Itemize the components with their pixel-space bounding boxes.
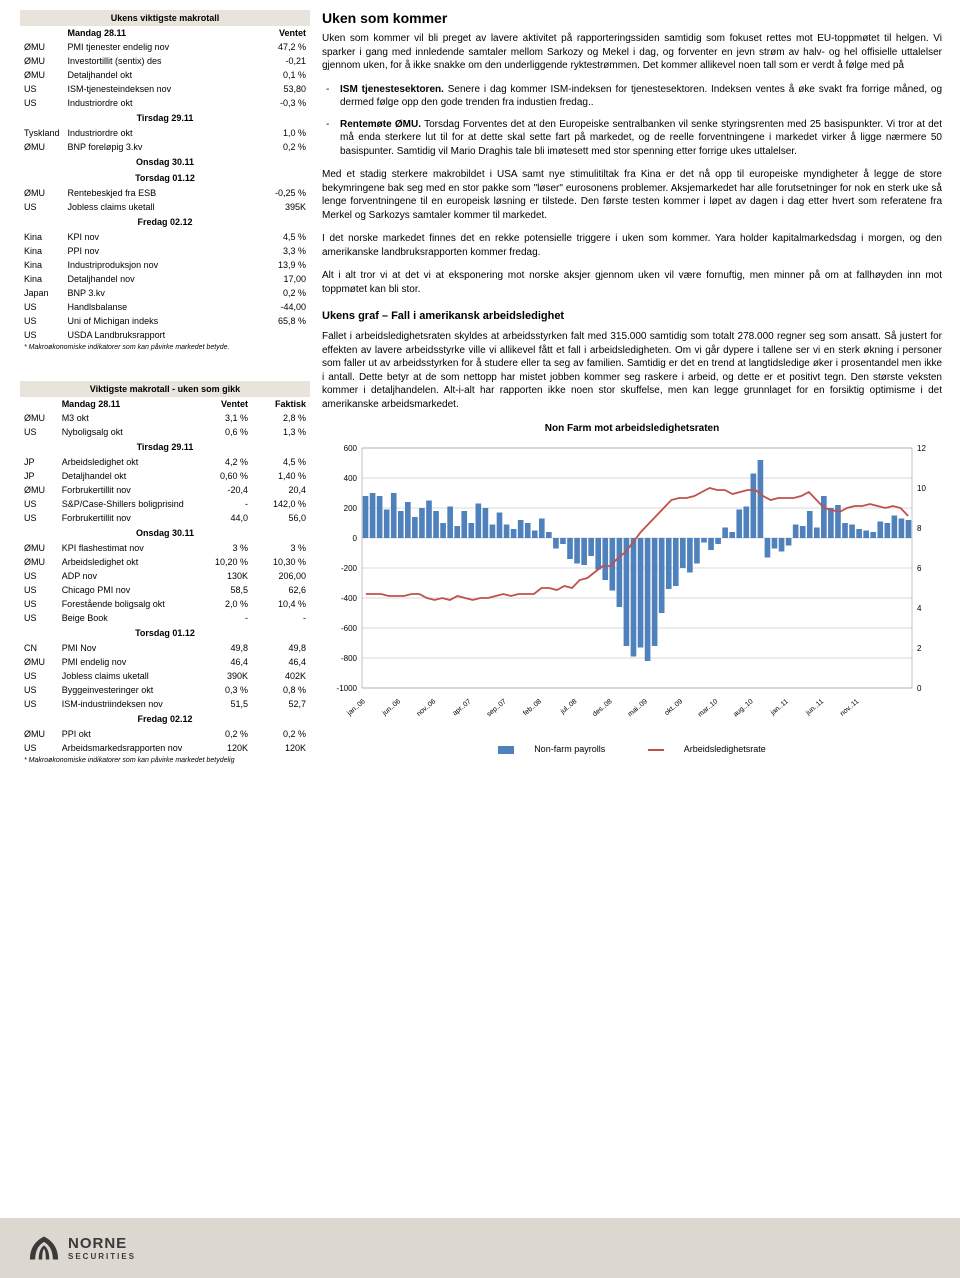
logo-icon [26,1233,62,1263]
svg-text:jun..11: jun..11 [804,698,825,717]
table-row: USADP nov130K206,00 [20,569,310,583]
svg-text:400: 400 [344,474,358,483]
svg-text:4: 4 [917,604,922,613]
table1-footnote: * Makroøkonomiske indikatorer som kan på… [20,342,310,353]
macro-past-table: Viktigste makrotall - uken som gikk Mand… [20,381,310,755]
day-header: Torsdag 01.12 [20,625,310,641]
table-row: ØMUPPI okt0,2 %0,2 % [20,727,310,741]
article-p2: Med et stadig sterkere makrobildet i USA… [322,168,942,222]
table-row: USS&P/Case-Shillers boligprisind-142,0 % [20,497,310,511]
table-row: ØMUM3 okt3,1 %2,8 % [20,411,310,425]
table2-title: Viktigste makrotall - uken som gikk [20,381,310,397]
svg-text:0: 0 [917,684,922,693]
table-row: USUni of Michigan indeks65,8 % [20,314,310,328]
svg-text:des..08: des..08 [592,698,614,718]
table-row: USBeige Book-- [20,611,310,625]
svg-text:200: 200 [344,504,358,513]
svg-text:12: 12 [917,444,926,453]
table-row: KinaIndustriproduksjon nov13,9 % [20,258,310,272]
table2-footnote: * Makroøkonomiske indikatorer som kan på… [20,755,310,766]
svg-text:-1000: -1000 [337,684,358,693]
table-row: USForestående boligsalg okt2,0 %10,4 % [20,597,310,611]
svg-text:6: 6 [917,564,922,573]
day-header: Onsdag 30.11 [20,525,310,541]
table-row: KinaKPI nov4,5 % [20,230,310,244]
svg-text:0: 0 [353,534,358,543]
table-row: USNyboligsalg okt0,6 %1,3 % [20,425,310,439]
svg-text:nov..11: nov..11 [839,698,860,718]
table-row: USJobless claims uketall395K [20,200,310,214]
svg-text:feb..08: feb..08 [522,698,543,717]
svg-text:aug..10: aug..10 [732,698,754,718]
svg-text:-400: -400 [341,594,358,603]
table-row: USIndustriordre okt-0,3 % [20,96,310,110]
table1-title: Ukens viktigste makrotall [20,10,310,26]
table-row: ØMUForbrukertillit nov-20,420,4 [20,483,310,497]
svg-text:jun..06: jun..06 [381,698,402,718]
day-header: Fredag 02.12 [20,711,310,727]
svg-text:nov..06: nov..06 [416,698,438,718]
svg-text:mai..09: mai..09 [627,698,649,718]
svg-text:-800: -800 [341,654,358,663]
table-row: ØMUArbeidsledighet okt10,20 %10,30 % [20,555,310,569]
table-row: USJobless claims uketall390K402K [20,669,310,683]
table-row: USUSDA Landbruksrapport [20,328,310,342]
table-row: ØMUBNP foreløpig 3.kv0,2 % [20,140,310,154]
day-header: Tirsdag 29.11 [20,110,310,126]
table-row: USByggeinvesteringer okt0,3 %0,8 % [20,683,310,697]
svg-text:mar..10: mar..10 [697,698,719,718]
table-row: ØMUDetaljhandel okt0,1 % [20,68,310,82]
table-row: USISM-tjenesteindeksen nov53,80 [20,82,310,96]
article-p4: Alt i alt tror vi at det vi at eksponeri… [322,269,942,296]
table-row: ØMURentebeskjed fra ESB-0,25 % [20,186,310,200]
table-row: KinaPPI nov3,3 % [20,244,310,258]
table-row: USHandlsbalanse-44,00 [20,300,310,314]
svg-text:sep..07: sep..07 [486,698,508,718]
table-row: CNPMI Nov49,849,8 [20,641,310,655]
article-p3: I det norske markedet finnes det en rekk… [322,232,942,259]
macro-upcoming-table: Ukens viktigste makrotall Mandag 28.11 V… [20,10,310,342]
table-row: ØMUInvestortillit (sentix) des-0,21 [20,54,310,68]
table-row: ØMUPMI endelig nov46,446,4 [20,655,310,669]
graf-paragraph: Fallet i arbeidsledighetsraten skyldes a… [322,330,942,411]
day-header: Torsdag 01.12 [20,170,310,186]
svg-text:-200: -200 [341,564,358,573]
chart-legend: Non-farm payrolls Arbeidsledighetsrate [322,744,942,754]
table-row: USArbeidsmarkedsrapporten nov120K120K [20,741,310,755]
article-title: Uken som kommer [322,10,942,26]
bullet-ism: ISM tjenestesektoren. Senere i dag komme… [340,83,942,110]
table-row: ØMUKPI flashestimat nov3 %3 % [20,541,310,555]
table-row: ØMUPMI tjenester endelig nov47,2 % [20,40,310,54]
svg-text:okt..09: okt..09 [664,698,685,717]
table-row: KinaDetaljhandel nov17,00 [20,272,310,286]
svg-text:2: 2 [917,644,922,653]
svg-text:-600: -600 [341,624,358,633]
table-row: JPArbeidsledighet okt4,2 %4,5 % [20,455,310,469]
day-header: Tirsdag 29.11 [20,439,310,455]
article-p1: Uken som kommer vil bli preget av lavere… [322,32,942,73]
graf-title: Ukens graf – Fall i amerikansk arbeidsle… [322,310,942,322]
brand-logo: NORNE SECURITIES [26,1233,136,1263]
table-row: JPDetaljhandel okt0,60 %1,40 % [20,469,310,483]
day-header: Onsdag 30.11 [20,154,310,170]
svg-text:600: 600 [344,444,358,453]
table-row: USChicago PMI nov58,562,6 [20,583,310,597]
svg-text:8: 8 [917,524,922,533]
svg-text:10: 10 [917,484,926,493]
svg-text:apr..07: apr..07 [452,698,473,717]
svg-text:jan..11: jan..11 [769,698,790,717]
svg-text:jul..08: jul..08 [559,698,579,716]
table-row: USForbrukertillit nov44,056,0 [20,511,310,525]
table-row: JapanBNP 3.kv0,2 % [20,286,310,300]
page-footer: NORNE SECURITIES [0,1218,960,1278]
svg-text:jan..06: jan..06 [345,698,366,718]
chart-svg: -1000 -800 -600 -400 -200 0 200 400 600 0 2 4 6 8 10 12… [322,438,942,738]
day-header: Fredag 02.12 [20,214,310,230]
table-row: USISM-industriindeksen nov51,552,7 [20,697,310,711]
table-row: TysklandIndustriordre okt1,0 % [20,126,310,140]
bullet-rentemote: Rentemøte ØMU. Torsdag Forventes det at … [340,118,942,159]
nonfarm-chart: Non Farm mot arbeidsledighetsraten -1000… [322,423,942,754]
